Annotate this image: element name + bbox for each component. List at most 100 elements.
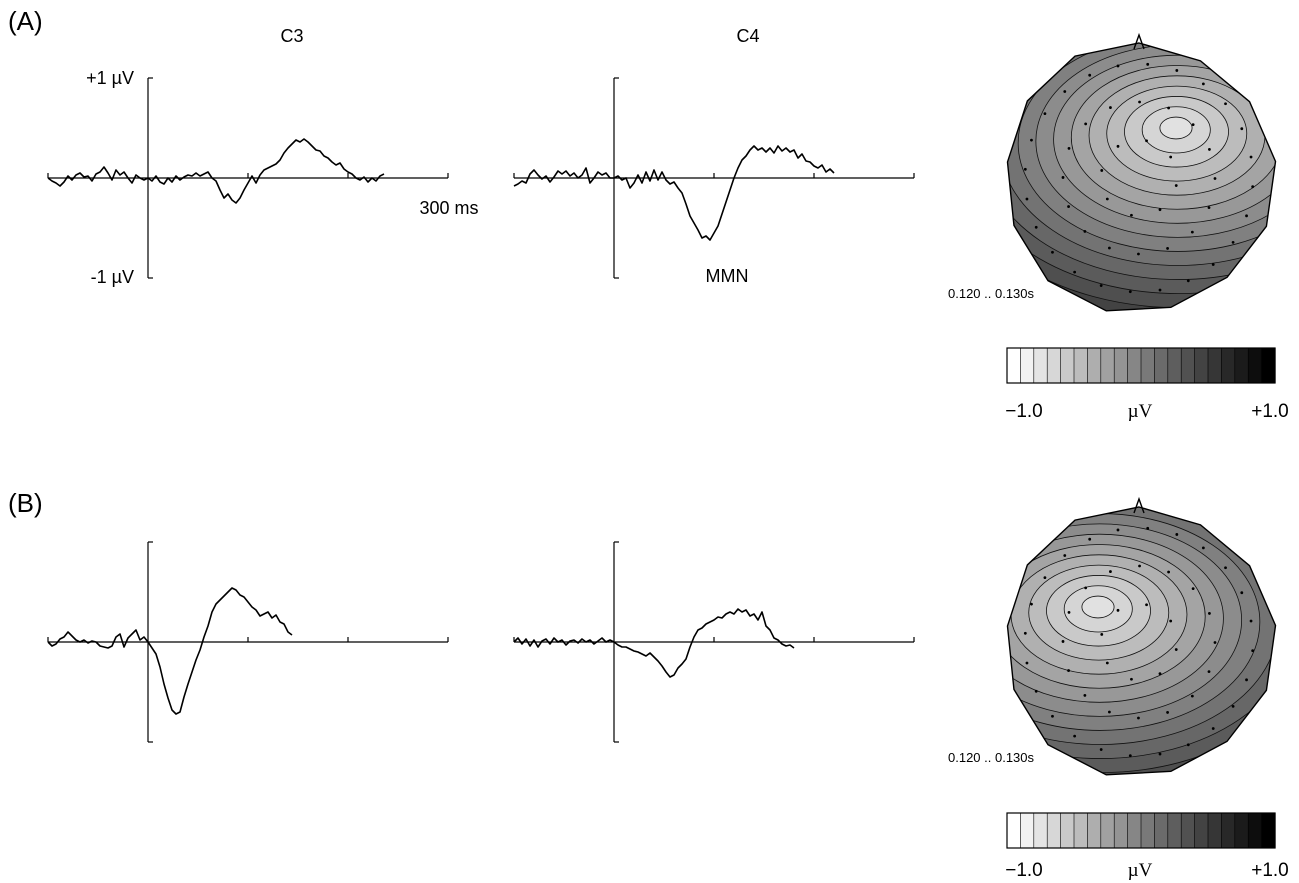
electrode-dot — [1023, 167, 1027, 171]
electrode-dot — [1061, 640, 1065, 643]
colorbar-level — [1261, 812, 1276, 849]
topomap-b-time-label: 0.120 .. 0.130s — [948, 750, 1035, 765]
electrode-dot — [1249, 619, 1253, 623]
electrode-dot — [1067, 669, 1070, 672]
electrode-dot — [1201, 82, 1205, 86]
colorbar-level — [1221, 812, 1236, 849]
electrode-dot — [1034, 689, 1038, 693]
colorbar-level — [1073, 812, 1088, 849]
colorbar-a — [1006, 347, 1276, 384]
electrode-dot — [1175, 533, 1179, 536]
electrode-dot — [1030, 138, 1033, 142]
colorbar-level — [1113, 347, 1129, 384]
electrode-dot — [1105, 661, 1109, 665]
electrode-dot — [1105, 197, 1109, 201]
electrode-dot — [1073, 270, 1077, 274]
electrode-dot — [1213, 177, 1217, 180]
electrode-dot — [1109, 106, 1112, 109]
electrode-dot — [1025, 197, 1029, 201]
electrode-dot — [1088, 73, 1092, 77]
electrode-dot — [1169, 619, 1173, 623]
electrode-dot — [1174, 648, 1178, 651]
electrode-dot — [1128, 754, 1132, 758]
topomap-contour — [1081, 595, 1115, 619]
electrode-dot — [1158, 752, 1162, 756]
colorbar-b — [1006, 812, 1276, 849]
topomap-a-time-label: 0.120 .. 0.130s — [948, 286, 1035, 301]
electrode-dot — [1186, 743, 1190, 747]
electrode-dot — [1137, 252, 1140, 256]
panel-b-label: (B) — [8, 488, 43, 518]
electrode-dot — [1030, 602, 1033, 606]
electrode-dot — [1191, 587, 1195, 591]
colorbar-level — [1060, 347, 1075, 384]
electrode-dot — [1130, 677, 1133, 681]
electrode-dot — [1043, 576, 1047, 580]
electrode-dot — [1190, 694, 1194, 698]
electrode-dot — [1063, 90, 1067, 93]
colorbar-level — [1033, 347, 1048, 384]
electrode-dot — [1166, 247, 1169, 250]
colorbar-level — [1140, 347, 1155, 384]
electrode-dot — [1034, 225, 1038, 229]
topomap-contours — [1007, 43, 1276, 311]
electrode-dot — [1025, 661, 1029, 665]
topomap-head-outline — [1006, 42, 1277, 312]
topomap-a — [1006, 32, 1277, 312]
electrode-dot — [1130, 213, 1133, 217]
colorbar-level — [1180, 812, 1196, 849]
electrode-dot — [1051, 714, 1054, 718]
electrode-dot — [1224, 566, 1227, 570]
colorbar-level — [1247, 347, 1263, 384]
panel-b: (B) 0.120 .. 0.130s −1.0 µV +1.0 — [8, 488, 1289, 881]
erp-plot-b-c4 — [513, 541, 915, 743]
colorbar-level — [1207, 347, 1222, 384]
electrode-dot — [1100, 633, 1104, 636]
erp-plot-a-c4 — [513, 77, 915, 279]
electrode-dot — [1043, 112, 1047, 116]
electrode-dot — [1158, 288, 1162, 292]
erp-plot-b-c3 — [47, 541, 449, 743]
topomap-contours — [1007, 507, 1276, 775]
colorbar-frame — [1006, 347, 1276, 384]
electrode-dot — [1116, 64, 1120, 68]
colorbar-level — [1221, 347, 1236, 384]
electrode-dot — [1158, 208, 1162, 212]
electrode-dot — [1100, 169, 1104, 172]
electrode-dot — [1146, 526, 1150, 530]
electrode-dot — [1240, 127, 1244, 131]
erp-trace-b-c4 — [513, 608, 795, 678]
electrode-dot — [1251, 649, 1255, 653]
electrode-dot — [1084, 586, 1088, 590]
colorbar-level — [1100, 812, 1115, 849]
electrode-dot — [1174, 184, 1178, 187]
colorbar-b-unit-label: µV — [1128, 860, 1153, 881]
electrode-dot — [1175, 69, 1179, 72]
electrode-dot — [1063, 554, 1067, 557]
electrode-dot — [1116, 608, 1120, 612]
colorbar-level — [1167, 812, 1182, 849]
electrode-dot — [1208, 612, 1211, 615]
c3-title: C3 — [280, 26, 303, 46]
electrode-dot — [1207, 206, 1211, 209]
colorbar-level — [1261, 347, 1276, 384]
colorbar-level — [1046, 347, 1062, 384]
electrode-dot — [1213, 641, 1217, 644]
colorbar-a-unit-label: µV — [1128, 401, 1153, 422]
colorbar-level — [1127, 347, 1142, 384]
colorbar-level — [1113, 812, 1129, 849]
electrode-dot — [1201, 546, 1205, 550]
electrode-dot — [1145, 603, 1148, 607]
y-bottom-label: -1 µV — [91, 267, 134, 287]
electrode-dot — [1146, 62, 1150, 66]
erp-trace-b-c3 — [47, 587, 293, 715]
electrode-dot — [1186, 279, 1190, 283]
colorbar-level — [1006, 812, 1021, 849]
electrode-dot — [1099, 284, 1103, 287]
electrode-dot — [1167, 106, 1170, 110]
colorbar-level — [1046, 812, 1062, 849]
electrode-dot — [1083, 693, 1087, 697]
electrode-dot — [1169, 155, 1173, 159]
nose-marker — [1133, 32, 1145, 50]
colorbar-a-min-label: −1.0 — [1005, 401, 1043, 422]
